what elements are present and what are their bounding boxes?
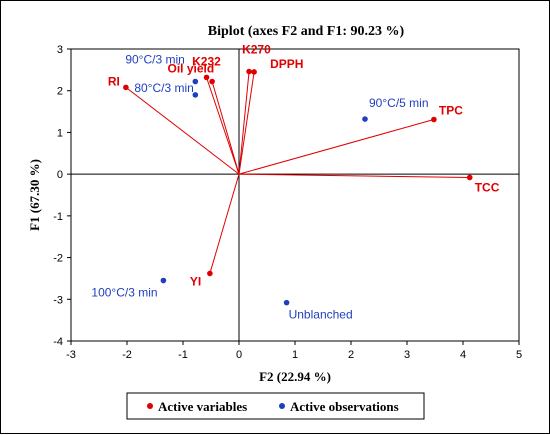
variable-point [466,174,473,181]
variable-label: Oil yield [168,61,215,75]
variable-vector [238,71,255,175]
observation-label: 100°C/3 min [91,286,157,300]
y-tick-label: 0 [57,169,63,181]
y-tick-label: -3 [53,294,63,306]
x-tick-label: -3 [66,349,76,361]
observation-label: 80°C/3 min [134,81,194,95]
variable-point [209,78,215,85]
legend: Active variables Active observations [126,392,425,420]
variable-label: RI [108,74,120,88]
observation-label: 90°C/5 min [369,96,429,110]
x-axis-ticks: -3 -2 -1 0 1 2 3 4 5 [66,341,522,361]
y-tick-label: -1 [53,211,63,223]
variable-point [246,68,252,75]
x-tick-label: 0 [236,349,242,361]
variable-point [123,84,129,91]
variable-point [207,270,213,277]
y-tick-label: 2 [57,86,63,98]
variable-label: K270 [242,43,271,57]
variable-vector [238,119,435,175]
observation-point [192,78,199,85]
variable-vector [206,77,240,175]
variable-vector [238,71,250,175]
variable-label: DPPH [270,57,303,71]
y-tick-label: -4 [53,336,63,348]
y-tick-label: 1 [57,127,63,139]
variable-label: TPC [439,103,463,117]
variable-vector [238,173,470,178]
variable-point [251,69,257,75]
observation-point [192,92,199,98]
variable-label: YI [190,274,201,288]
observation-point [362,116,368,122]
x-tick-label: 3 [404,349,410,361]
legend-marker-observations [279,403,285,409]
x-tick-label: -2 [122,349,132,361]
variable-label: K232 [192,55,221,69]
zero-lines [71,49,519,341]
variable-vector [125,86,240,175]
y-axis-title: F1 (67.30 %) [27,159,42,231]
variable-point [431,116,437,123]
variable-vector [211,81,240,175]
legend-label-variables: Active variables [158,399,247,414]
observation-point [160,277,167,284]
legend-box [126,392,425,420]
variable-vector [209,174,240,274]
legend-label-observations: Active observations [290,399,399,414]
data-points [123,68,473,306]
variable-point [203,74,210,81]
variable-label: TCC [475,180,500,194]
y-tick-label: -2 [53,253,63,265]
observation-label: 90°C/3 min [125,53,185,67]
x-tick-label: -1 [178,349,188,361]
legend-marker-variables [147,403,153,409]
x-axis-title: F2 (22.94 %) [259,369,331,384]
y-tick-label: 3 [57,44,63,56]
x-tick-label: 4 [460,349,466,361]
observation-label: Unblanched [289,308,353,322]
x-tick-label: 1 [292,349,298,361]
observation-point [283,299,290,306]
variable-vectors [125,71,470,274]
x-tick-label: 2 [348,349,354,361]
x-tick-label: 5 [516,349,522,361]
y-axis-ticks: -4 -3 -2 -1 0 1 2 3 [53,44,71,348]
chart-title: Biplot (axes F2 and F1: 90.23 %) [208,24,405,39]
